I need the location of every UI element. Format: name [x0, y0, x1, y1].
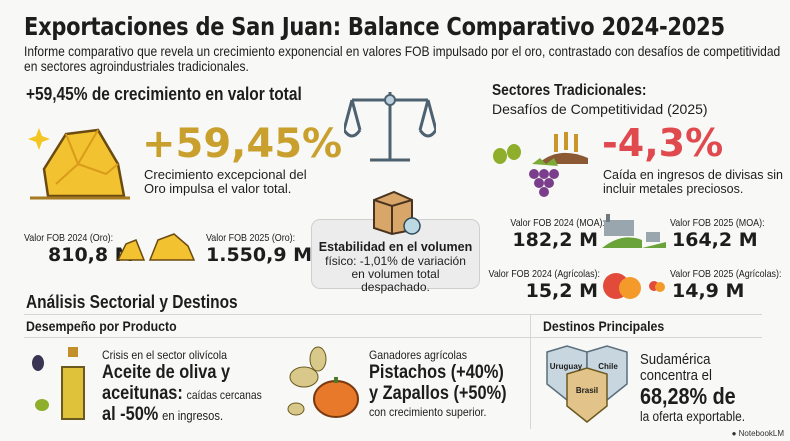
dest-line2: concentra el: [640, 367, 712, 384]
agr2025-value: 14,9 M: [672, 280, 745, 302]
shield-uruguay: Uruguay: [549, 362, 583, 371]
agr2024-label: Valor FOB 2024 (Agrícolas):: [488, 268, 600, 280]
dest-line3: la oferta exportable.: [640, 409, 746, 424]
product-heading: Desempeño por Producto: [26, 318, 177, 334]
agr2025-label: Valor FOB 2025 (Agrícolas):: [670, 268, 782, 280]
fob2024-gold-value: 810,8 M: [48, 244, 134, 266]
olive-line3: al -50% en ingresos.: [102, 404, 223, 426]
pistachio-pumpkin-icon: [287, 346, 359, 418]
moa2025-value: 164,2 M: [672, 229, 758, 251]
growth-big-number: +59,45%: [142, 121, 343, 167]
country-shields-icon: [546, 345, 628, 423]
shield-brasil: Brasil: [575, 386, 599, 395]
winners-kicker: Ganadores agrícolas: [369, 348, 468, 362]
agr2024-value: 15,2 M: [525, 280, 598, 302]
page-subtitle: Informe comparativo que revela un crecim…: [24, 43, 781, 74]
analysis-heading: Análisis Sectorial y Destinos: [26, 292, 238, 312]
olive-line2-rest: caídas cercanas: [186, 388, 262, 402]
box-icon: [373, 190, 421, 236]
gold-nugget-icon: [28, 128, 130, 200]
traditional-heading: Sectores Tradicionales:: [492, 82, 647, 99]
growth-heading: +59,45% de crecimiento en valor total: [26, 84, 302, 104]
destinations-heading: Destinos Principales: [543, 318, 665, 334]
apple-orange-icon: [603, 273, 665, 299]
moa2024-label: Valor FOB 2024 (MOA):: [510, 217, 605, 229]
fob2024-gold-label: Valor FOB 2024 (Oro):: [24, 232, 114, 244]
stability-description: físico: -1,01% de variación en volumen t…: [325, 254, 466, 294]
scale-icon: [344, 92, 436, 162]
gold-nuggets-icon: [116, 233, 196, 261]
divider-vertical: [530, 314, 531, 429]
olive-grape-wheat-icon: [493, 132, 588, 197]
moa2025-label: Valor FOB 2025 (MOA):: [670, 217, 765, 229]
divider: [24, 337, 762, 338]
olive-oil-icon: [32, 347, 85, 420]
olive-line1: Aceite de oliva y: [102, 362, 231, 383]
moa2024-value: 182,2 M: [512, 229, 598, 251]
growth-description: Crecimiento excepcional del Oro impulsa …: [144, 167, 307, 196]
olive-line2-bold: aceitunas:: [102, 383, 183, 404]
olive-line3-rest: en ingresos.: [162, 408, 224, 423]
traditional-subheading: Desafíos de Competitividad (2025): [492, 101, 708, 117]
olive-line3-bold: al -50%: [102, 404, 159, 425]
dest-big-number: 68,28% de: [640, 383, 736, 409]
shield-chile: Chile: [598, 362, 618, 371]
dest-line1: Sudamérica: [640, 351, 711, 368]
fob2025-gold-value: 1.550,9 M: [206, 244, 313, 266]
brand-label: NotebookLM: [738, 429, 784, 438]
olive-kicker: Crisis en el sector olivícola: [102, 348, 228, 362]
factory-field-icon: [602, 214, 666, 248]
page-title: Exportaciones de San Juan: Balance Compa…: [24, 12, 725, 41]
winners-line1: Pistachos (+40%): [369, 362, 504, 383]
winners-rest: con crecimiento superior.: [369, 405, 487, 419]
divider: [24, 314, 762, 315]
traditional-description: Caída en ingresos de divisas sin incluir…: [603, 168, 783, 196]
traditional-big-number: -4,3%: [602, 121, 724, 165]
notebooklm-watermark: ● NotebookLM: [731, 429, 784, 438]
olive-line2: aceitunas: caídas cercanas: [102, 383, 262, 406]
fob2025-gold-label: Valor FOB 2025 (Oro):: [206, 232, 296, 244]
winners-line2: y Zapallos (+50%): [369, 383, 507, 404]
stability-title: Estabilidad en el volumen: [318, 240, 473, 254]
